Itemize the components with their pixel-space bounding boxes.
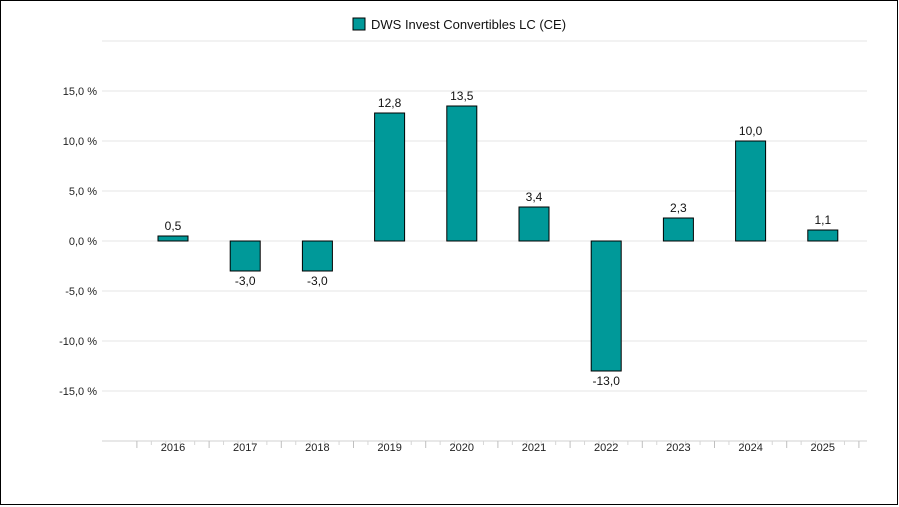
y-tick-label: 5,0 % bbox=[69, 186, 97, 198]
y-tick-label: 0,0 % bbox=[69, 236, 97, 248]
x-tick-label: 2019 bbox=[377, 442, 401, 454]
x-tick-label: 2016 bbox=[161, 442, 185, 454]
x-tick-label: 2025 bbox=[811, 442, 835, 454]
bars bbox=[157, 105, 839, 372]
bar-2018[interactable] bbox=[301, 240, 333, 272]
x-tick-label: 2018 bbox=[305, 442, 329, 454]
x-tick-label: 2022 bbox=[594, 442, 618, 454]
legend-swatch bbox=[352, 17, 366, 31]
bar-2022[interactable] bbox=[590, 240, 622, 372]
data-label-2016: 0,5 bbox=[165, 219, 182, 233]
grid bbox=[102, 40, 867, 392]
bar-2023[interactable] bbox=[662, 217, 694, 242]
y-tick-label: 10,0 % bbox=[63, 136, 97, 148]
data-label-2019: 12,8 bbox=[378, 96, 402, 110]
bar-2024[interactable] bbox=[735, 140, 767, 242]
data-label-2025: 1,1 bbox=[814, 213, 831, 227]
bar-2020[interactable] bbox=[446, 105, 478, 242]
x-tick-label: 2023 bbox=[666, 442, 690, 454]
y-axis: 15,0 % 10,0 % 5,0 % 0,0 % -5,0 % -10,0 % -15,0… bbox=[59, 86, 97, 398]
bar-2017[interactable] bbox=[229, 240, 261, 272]
legend-label: DWS Invest Convertibles LC (CE) bbox=[371, 17, 566, 32]
bar-2021[interactable] bbox=[518, 206, 550, 242]
y-tick-label: -5,0 % bbox=[65, 286, 97, 298]
y-tick-label: -15,0 % bbox=[59, 386, 97, 398]
data-label-2022: -13,0 bbox=[593, 374, 621, 388]
data-label-2024: 10,0 bbox=[739, 124, 763, 138]
x-tick-label: 2020 bbox=[450, 442, 474, 454]
data-label-2021: 3,4 bbox=[526, 190, 543, 204]
data-label-2017: -3,0 bbox=[235, 274, 256, 288]
y-tick-label: -10,0 % bbox=[59, 336, 97, 348]
legend[interactable]: DWS Invest Convertibles LC (CE) bbox=[352, 17, 566, 32]
x-tick-label: 2017 bbox=[233, 442, 257, 454]
x-tick-label: 2021 bbox=[522, 442, 546, 454]
bar-2019[interactable] bbox=[374, 112, 406, 242]
x-axis: 2016 2017 2018 2019 2020 2021 2022 2023 2024 2025 bbox=[102, 440, 867, 454]
bar-2016[interactable] bbox=[157, 235, 189, 242]
data-label-2018: -3,0 bbox=[307, 274, 328, 288]
data-label-2023: 2,3 bbox=[670, 201, 687, 215]
data-labels: 0,5 -3,0 -3,0 12,8 13,5 3,4 -13,0 2,3 10,0 1,1 bbox=[165, 89, 832, 388]
bar-2025[interactable] bbox=[807, 229, 839, 242]
x-tick-label: 2024 bbox=[738, 442, 762, 454]
data-label-2020: 13,5 bbox=[450, 89, 474, 103]
y-tick-label: 15,0 % bbox=[63, 86, 97, 98]
